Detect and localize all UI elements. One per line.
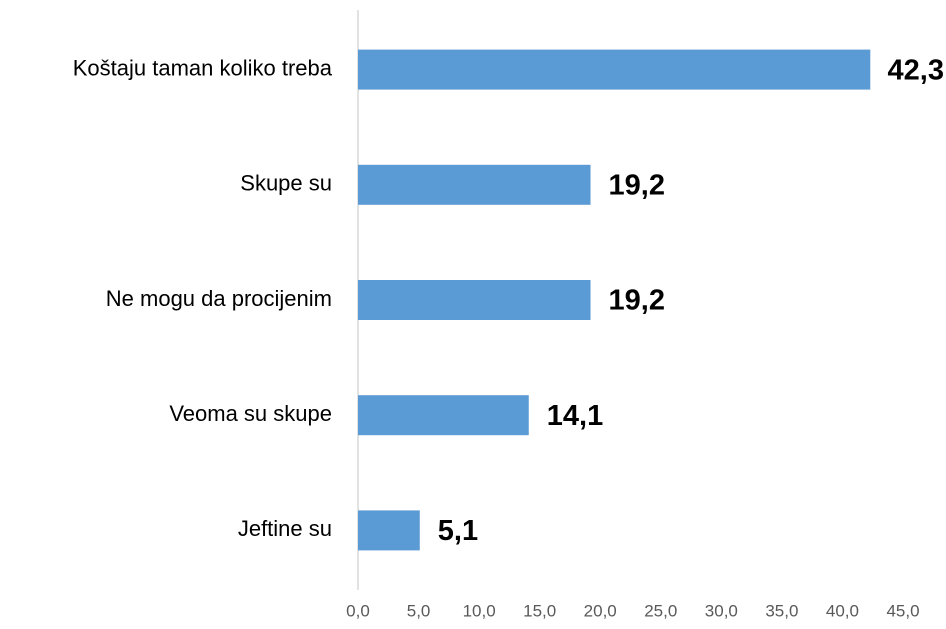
bar: [358, 164, 591, 205]
x-tick-label: 45,0: [886, 601, 919, 620]
y-tick-label: Veoma su skupe: [169, 401, 332, 426]
y-tick-label: Skupe su: [240, 171, 332, 196]
x-tick-label: 10,0: [463, 601, 496, 620]
value-label: 42,3: [888, 54, 944, 86]
bar: [358, 395, 529, 436]
x-tick-label: 0,0: [346, 601, 370, 620]
bar: [358, 280, 591, 320]
bar: [358, 49, 871, 90]
y-tick-label: Jeftine su: [238, 516, 332, 541]
y-tick-label: Koštaju taman koliko treba: [73, 55, 333, 80]
x-tick-label: 15,0: [523, 601, 556, 620]
bar: [358, 510, 420, 551]
x-tick-label: 25,0: [644, 601, 677, 620]
x-tick-label: 35,0: [765, 601, 798, 620]
x-tick-label: 20,0: [584, 601, 617, 620]
value-label: 19,2: [609, 169, 665, 201]
value-label: 19,2: [609, 285, 665, 317]
x-tick-label: 40,0: [826, 601, 859, 620]
x-tick-label: 5,0: [407, 601, 431, 620]
y-tick-label: Ne mogu da procijenim: [106, 286, 332, 311]
x-tick-label: 30,0: [705, 601, 738, 620]
value-label: 5,1: [438, 515, 478, 547]
value-label: 14,1: [547, 400, 603, 432]
